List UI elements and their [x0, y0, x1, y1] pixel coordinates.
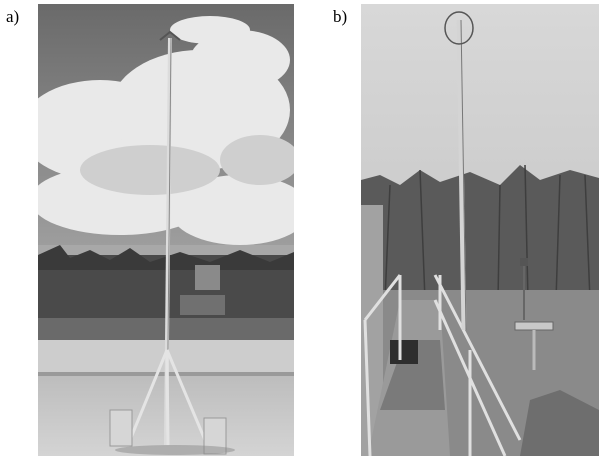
figure: a) b) — [0, 0, 599, 456]
page: a) b) — [0, 0, 599, 456]
photo-b — [361, 4, 599, 456]
photo-a — [20, 4, 310, 456]
panel-label: b) — [333, 7, 347, 26]
panel-label: a) — [6, 7, 19, 26]
